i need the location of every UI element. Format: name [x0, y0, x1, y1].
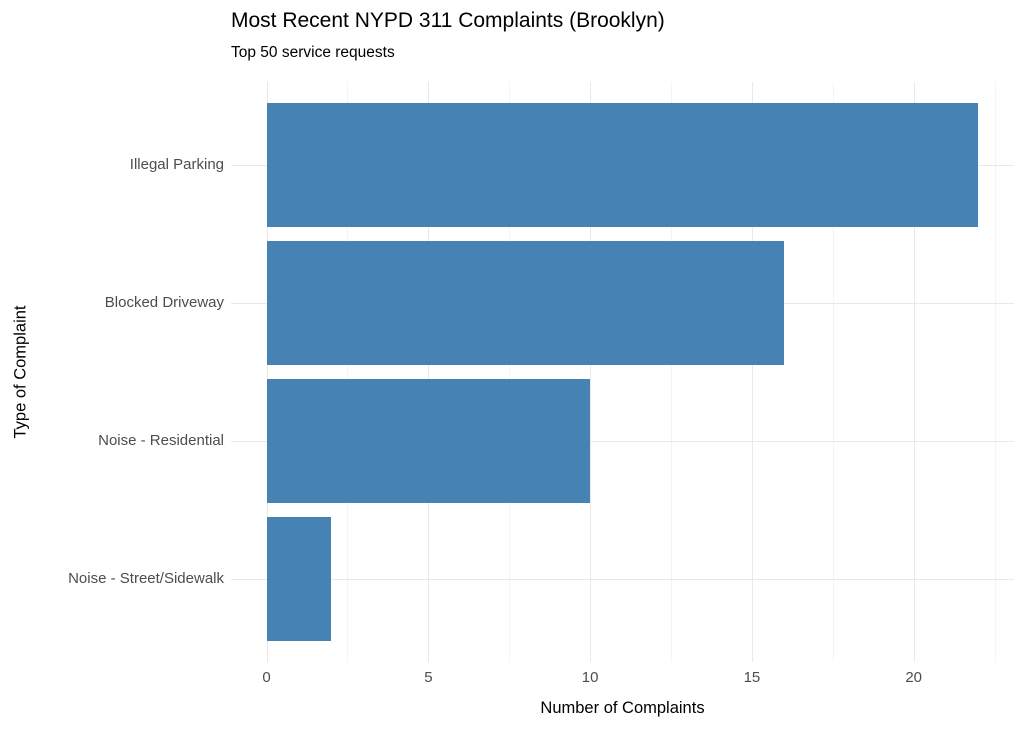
chart-subtitle: Top 50 service requests — [231, 44, 395, 61]
chart-title: Most Recent NYPD 311 Complaints (Brookly… — [231, 9, 665, 32]
x-tick-label: 20 — [905, 669, 923, 686]
bar-noise-residential — [266, 378, 591, 504]
x-axis-title: Number of Complaints — [540, 699, 705, 717]
gridline-minor-vertical — [832, 82, 834, 662]
bar-noise-street-sidewalk — [266, 517, 332, 642]
gridline-minor-vertical — [347, 82, 349, 662]
y-tick-label: Noise - Residential — [98, 432, 224, 450]
y-tick-label: Blocked Driveway — [104, 293, 224, 311]
gridline-major-vertical — [590, 82, 592, 662]
x-tick-label: 10 — [581, 669, 599, 686]
y-axis-title: Type of Complaint — [11, 305, 30, 439]
y-tick-label: Illegal Parking — [129, 155, 224, 173]
bar-illegal-parking — [266, 102, 979, 227]
chart-panel — [231, 82, 1014, 662]
gridline-major-vertical — [751, 82, 753, 662]
gridline-major-horizontal — [231, 579, 1014, 581]
gridline-major-vertical — [266, 82, 268, 662]
x-tick-label: 15 — [743, 669, 761, 686]
gridline-minor-vertical — [509, 82, 511, 662]
x-tick-label: 5 — [424, 669, 433, 686]
gridline-major-horizontal — [231, 441, 1014, 443]
y-tick-label: Noise - Street/Sidewalk — [68, 570, 224, 588]
gridline-minor-vertical — [994, 82, 996, 662]
x-tick-label: 0 — [262, 669, 271, 686]
gridline-minor-vertical — [671, 82, 673, 662]
gridline-major-vertical — [913, 82, 915, 662]
gridline-major-vertical — [428, 82, 430, 662]
bar-blocked-driveway — [266, 240, 785, 366]
